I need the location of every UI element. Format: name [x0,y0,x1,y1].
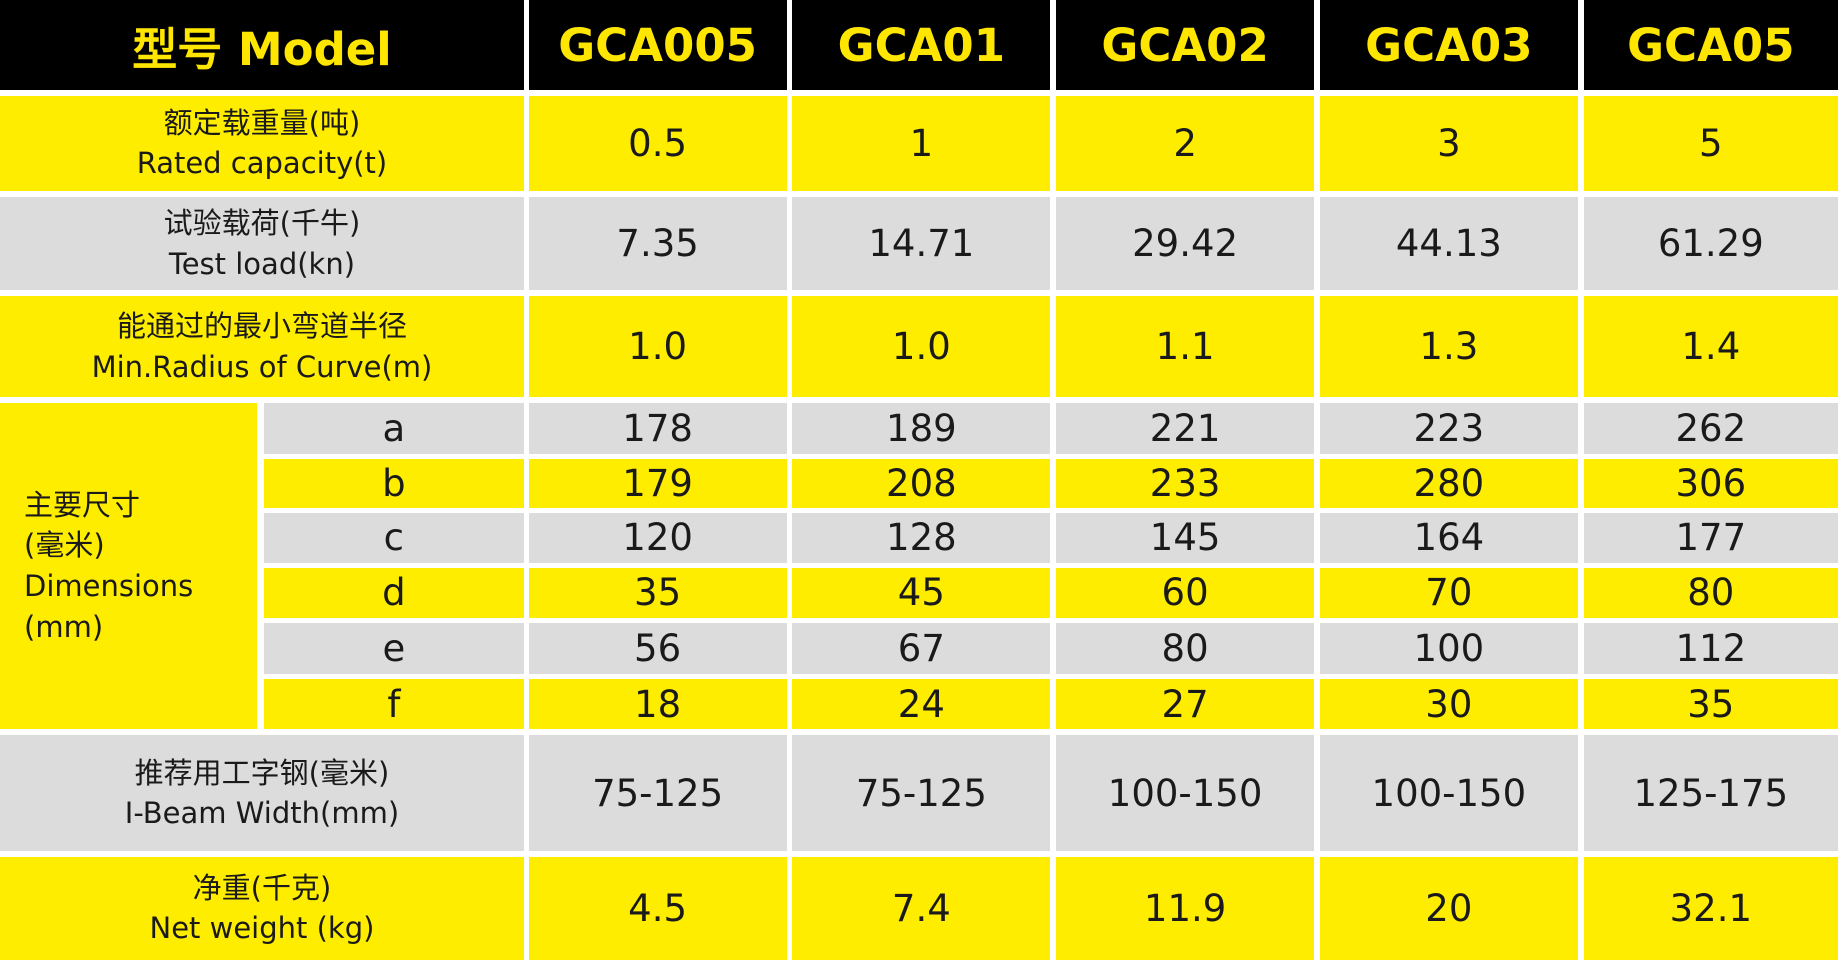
row-label: 推荐用工字钢(毫米) I-Beam Width(mm) [0,735,524,852]
value-cell: 112 [1583,622,1838,675]
model-name: GCA01 [792,0,1051,91]
value-cell: 221 [1056,402,1315,455]
label-cn: 推荐用工字钢(毫米) [134,755,390,790]
value-cell: 75-125 [792,735,1051,852]
model-name: GCA05 [1583,0,1838,91]
value-cell: 189 [792,402,1051,455]
value-cell: 1.3 [1319,296,1578,397]
value-cell: 223 [1319,402,1578,455]
label-line: Dimensions [24,569,194,604]
value-cell: 67 [792,622,1051,675]
value-cell: 32.1 [1583,856,1838,960]
dimensions-label: 主要尺寸 (毫米) Dimensions (mm) [0,402,257,730]
row-label: 净重(千克) Net weight (kg) [0,856,524,960]
label-cn: 额定载重量(吨) [163,105,361,140]
value-cell: 178 [528,402,787,455]
value-cell: 80 [1583,567,1838,619]
value-cell: 177 [1583,512,1838,564]
value-cell: 7.4 [792,856,1051,960]
value-cell: 61.29 [1583,196,1838,291]
dimension-key: d [263,567,524,619]
dimension-key: e [263,622,524,675]
dimension-key: f [263,679,524,730]
value-cell: 2 [1056,96,1315,191]
value-cell: 75-125 [528,735,787,852]
label-cn: 净重(千克) [192,870,332,905]
label-line: (毫米) [24,528,105,563]
value-cell: 125-175 [1583,735,1838,852]
value-cell: 120 [528,512,787,564]
value-cell: 44.13 [1319,196,1578,291]
value-cell: 280 [1319,458,1578,509]
value-cell: 1.0 [792,296,1051,397]
row-label: 试验载荷(千牛) Test load(kn) [0,196,524,291]
value-cell: 164 [1319,512,1578,564]
label-cn: 能通过的最小弯道半径 [116,308,407,343]
value-cell: 80 [1056,622,1315,675]
label-en: Test load(kn) [168,246,356,281]
row-label: 额定载重量(吨) Rated capacity(t) [0,96,524,191]
value-cell: 262 [1583,402,1838,455]
value-cell: 35 [528,567,787,619]
value-cell: 128 [792,512,1051,564]
value-cell: 233 [1056,458,1315,509]
value-cell: 1.0 [528,296,787,397]
dimension-key: a [263,402,524,455]
value-cell: 14.71 [792,196,1051,291]
value-cell: 45 [792,567,1051,619]
value-cell: 27 [1056,679,1315,730]
value-cell: 20 [1319,856,1578,960]
value-cell: 24 [792,679,1051,730]
label-line: 主要尺寸 [24,487,141,522]
value-cell: 0.5 [528,96,787,191]
value-cell: 35 [1583,679,1838,730]
label-cn: 试验载荷(千牛) [163,205,361,240]
value-cell: 60 [1056,567,1315,619]
label-line: (mm) [24,609,104,644]
value-cell: 4.5 [528,856,787,960]
value-cell: 179 [528,458,787,509]
value-cell: 1.4 [1583,296,1838,397]
value-cell: 70 [1319,567,1578,619]
value-cell: 11.9 [1056,856,1315,960]
value-cell: 1.1 [1056,296,1315,397]
dimension-key: b [263,458,524,509]
model-name: GCA03 [1319,0,1578,91]
row-label: 能通过的最小弯道半径 Min.Radius of Curve(m) [0,296,524,397]
value-cell: 7.35 [528,196,787,291]
value-cell: 100-150 [1056,735,1315,852]
model-name: GCA005 [528,0,787,91]
value-cell: 208 [792,458,1051,509]
value-cell: 56 [528,622,787,675]
header-label: 型号 Model [0,0,524,91]
dimension-key: c [263,512,524,564]
label-en: I-Beam Width(mm) [124,796,400,831]
value-cell: 30 [1319,679,1578,730]
value-cell: 18 [528,679,787,730]
value-cell: 100 [1319,622,1578,675]
value-cell: 5 [1583,96,1838,191]
value-cell: 1 [792,96,1051,191]
label-en: Net weight (kg) [149,911,375,946]
value-cell: 3 [1319,96,1578,191]
label-en: Rated capacity(t) [136,146,388,181]
value-cell: 29.42 [1056,196,1315,291]
value-cell: 100-150 [1319,735,1578,852]
label-en: Min.Radius of Curve(m) [91,349,433,384]
value-cell: 306 [1583,458,1838,509]
model-name: GCA02 [1056,0,1315,91]
value-cell: 145 [1056,512,1315,564]
